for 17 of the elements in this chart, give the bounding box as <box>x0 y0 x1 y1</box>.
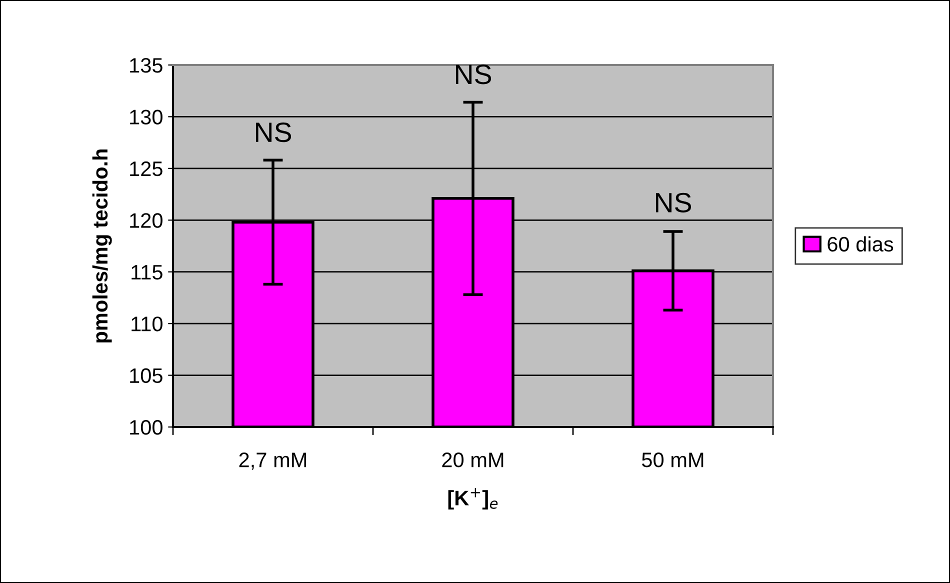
y-tick-label: 130 <box>130 110 162 124</box>
y-axis-title: pmoles/mg tecido.h <box>92 149 112 342</box>
y-tick-label: 125 <box>130 161 162 176</box>
x-tick-label: 20 mM <box>442 452 504 468</box>
legend-label: 60 dias <box>828 236 894 252</box>
y-tick-label: 135 <box>130 58 162 73</box>
y-tick-label: 100 <box>130 420 162 435</box>
x-tick-label: 50 mM <box>642 452 704 468</box>
y-tick-label: 115 <box>132 265 162 280</box>
x-tick-label: 2,7 mM <box>239 452 306 470</box>
annotation: NS <box>656 192 692 212</box>
x-axis-title: [K$^{+}$]$_{e}$ <box>448 488 498 510</box>
annotation: NS <box>256 122 292 142</box>
y-tick-label: 110 <box>132 316 162 332</box>
annotation: NS <box>456 64 492 84</box>
y-tick-label: 120 <box>130 213 162 228</box>
y-tick-label: 105 <box>130 368 162 384</box>
